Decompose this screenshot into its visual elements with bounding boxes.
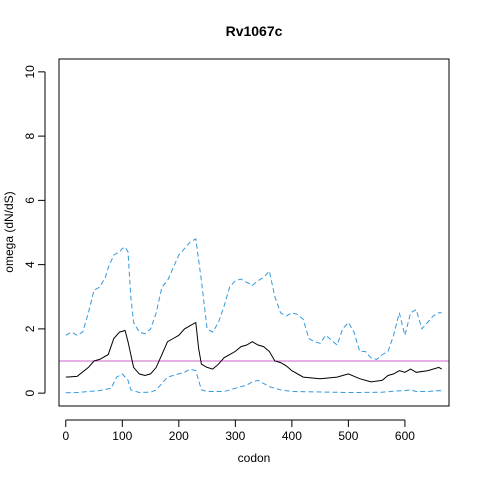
series-line-lower-bound (65, 368, 442, 394)
x-tick-label: 0 (62, 429, 69, 443)
y-tick-label: 10 (23, 65, 37, 79)
y-tick-label: 0 (23, 389, 37, 396)
axes: 0 100 200 300 400 500 600 0 2 4 6 8 10 (23, 65, 415, 443)
y-tick-label: 4 (23, 261, 37, 268)
x-tick-label: 300 (225, 429, 245, 443)
x-tick-label: 200 (169, 429, 189, 443)
x-axis-label: codon (238, 451, 271, 465)
chart-title: Rv1067c (226, 23, 283, 39)
y-tick-label: 6 (23, 197, 37, 204)
y-tick-label: 8 (23, 132, 37, 139)
y-tick-label: 2 (23, 325, 37, 332)
plot-frame (58, 58, 450, 407)
plot-area (59, 238, 449, 394)
series-line-estimate (65, 321, 442, 383)
x-tick-label: 500 (338, 429, 358, 443)
x-tick-label: 100 (112, 429, 132, 443)
y-axis-label: omega (dN/dS) (2, 191, 16, 272)
x-tick-label: 400 (282, 429, 302, 443)
series-line-upper-bound (65, 238, 442, 360)
x-tick-label: 600 (395, 429, 415, 443)
